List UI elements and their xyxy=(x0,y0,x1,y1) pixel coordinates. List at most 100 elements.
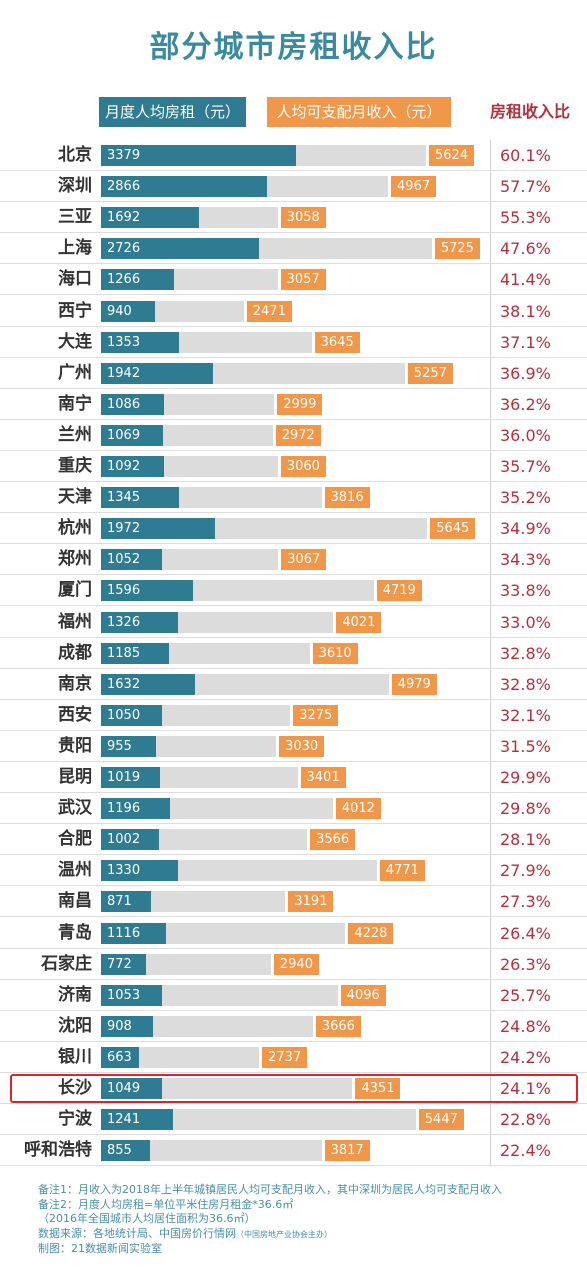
table-row: 北京 3379 5624 60.1% xyxy=(0,140,587,171)
ratio-value-label: 26.3% xyxy=(500,954,551,974)
row-separator xyxy=(0,947,587,949)
rent-bar xyxy=(101,456,165,477)
note-1: 备注1：月收入为2018年上半年城镇居民人均可支配月收入，其中深圳为居民人均可支… xyxy=(38,1183,502,1196)
rent-bar xyxy=(101,798,171,820)
income-value-label: 4979 xyxy=(391,673,437,695)
ratio-value-label: 28.1% xyxy=(500,830,551,850)
city-label: 西安 xyxy=(58,704,92,725)
row-separator xyxy=(0,792,587,793)
income-value-label: 5257 xyxy=(407,362,453,384)
table-row: 济南 1053 4096 25.7% xyxy=(0,980,587,1011)
note-source: 数据来源：各地统计局、中国房价行情网（中国房地产业协会主办） xyxy=(38,1227,583,1243)
ratio-value-label: 36.9% xyxy=(500,363,551,383)
note-source-small: （中国房地产业协会主办） xyxy=(236,1229,332,1239)
city-label: 武汉 xyxy=(58,798,92,819)
rent-bar xyxy=(101,176,267,198)
income-value-label: 5447 xyxy=(418,1109,464,1131)
row-separator xyxy=(0,201,587,203)
row-separator xyxy=(0,418,587,420)
city-label: 宁波 xyxy=(58,1109,92,1130)
rent-value-label: 3379 xyxy=(107,148,141,163)
rent-value-label: 1596 xyxy=(107,583,141,599)
income-value-label: 4012 xyxy=(335,798,381,820)
legend-ratio: 房租收入比 xyxy=(489,102,570,121)
rent-bar xyxy=(101,393,164,415)
table-row: 大连 1353 3645 37.1% xyxy=(0,327,587,358)
row-separator xyxy=(0,885,587,887)
rent-value-label: 1266 xyxy=(107,272,141,288)
rent-value-label: 2866 xyxy=(107,179,141,195)
row-separator xyxy=(0,170,587,171)
city-label: 呼和浩特 xyxy=(24,1140,92,1161)
note-2: 备注2：月度人均房租=单位平米住房月租金*36.6㎡ xyxy=(38,1197,294,1211)
rent-value-label: 1632 xyxy=(107,676,141,692)
city-label: 沈阳 xyxy=(58,1015,92,1036)
table-row: 重庆 1092 3060 35.7% xyxy=(0,451,587,482)
rent-bar xyxy=(101,424,163,446)
rent-value-label: 1353 xyxy=(107,334,141,350)
ratio-value-label: 32.8% xyxy=(500,643,551,663)
income-value-label: 4351 xyxy=(355,1078,401,1099)
city-label: 昆明 xyxy=(58,767,92,787)
rent-bar xyxy=(101,953,146,975)
income-bar xyxy=(101,1140,322,1162)
footnotes: 备注1：月收入为2018年上半年城镇居民人均可支配月收入，其中深圳为居民人均可支… xyxy=(38,1183,583,1257)
rent-value-label: 1196 xyxy=(107,801,141,817)
income-value-label: 2999 xyxy=(277,393,323,415)
income-value-label: 3030 xyxy=(279,735,325,757)
table-row: 贵阳 955 3030 31.5% xyxy=(0,731,587,762)
row-separator xyxy=(0,698,587,700)
rent-bar xyxy=(101,611,178,633)
table-row: 天津 1345 3816 35.2% xyxy=(0,482,587,514)
rent-bar xyxy=(101,829,159,851)
city-label: 重庆 xyxy=(58,456,92,476)
table-row: 武汉 1196 4012 29.8% xyxy=(0,793,587,825)
income-bar xyxy=(101,1015,313,1037)
table-row: 深圳 2866 4967 57.7% xyxy=(0,171,587,203)
ratio-value-label: 37.1% xyxy=(500,332,551,352)
rent-bar xyxy=(101,1015,154,1037)
table-row: 上海 2726 5725 47.6% xyxy=(0,233,587,265)
table-row: 合肥 1002 3566 28.1% xyxy=(0,824,587,856)
ratio-value-label: 34.3% xyxy=(500,550,551,570)
ratio-value-label: 35.2% xyxy=(500,488,551,508)
table-row: 南宁 1086 2999 36.2% xyxy=(0,389,587,420)
ratio-value-label: 33.0% xyxy=(500,612,551,632)
row-separator xyxy=(0,387,587,389)
rent-value-label: 1069 xyxy=(107,427,141,443)
rent-bar xyxy=(101,1078,162,1099)
income-value-label: 4719 xyxy=(376,580,422,602)
table-row: 沈阳 908 3666 24.8% xyxy=(0,1011,587,1042)
rent-value-label: 1692 xyxy=(107,210,141,226)
highlight-box xyxy=(10,1074,578,1103)
income-value-label: 3666 xyxy=(315,1015,361,1037)
row-separator xyxy=(0,1134,587,1136)
income-value-label: 3057 xyxy=(280,269,326,291)
income-bar xyxy=(101,1078,353,1099)
ratio-value-label: 29.8% xyxy=(500,799,551,819)
ratio-value-label: 55.3% xyxy=(500,208,551,228)
city-label: 济南 xyxy=(58,984,92,1005)
rent-bar xyxy=(101,1140,151,1162)
row-separator xyxy=(0,823,587,825)
row-separator xyxy=(0,325,587,327)
rent-value-label: 955 xyxy=(107,738,132,754)
city-label: 兰州 xyxy=(58,424,92,445)
rent-bar xyxy=(101,300,156,322)
income-value-label: 3566 xyxy=(310,829,356,851)
ratio-value-label: 29.9% xyxy=(500,768,551,787)
city-label: 北京 xyxy=(58,145,92,165)
city-label: 杭州 xyxy=(58,518,92,539)
city-label: 三亚 xyxy=(58,207,92,228)
rent-bar xyxy=(101,207,199,229)
table-row: 三亚 1692 3058 55.3% xyxy=(0,202,587,234)
rent-bar xyxy=(101,362,214,384)
table-row: 杭州 1972 5645 34.9% xyxy=(0,513,587,545)
rent-bar xyxy=(101,549,162,571)
rent-value-label: 1092 xyxy=(107,459,141,474)
city-label: 贵阳 xyxy=(58,735,92,756)
row-separator xyxy=(0,760,587,762)
row-separator xyxy=(0,294,587,296)
income-value-label: 5725 xyxy=(434,238,480,260)
table-row: 温州 1330 4771 27.9% xyxy=(0,855,587,887)
